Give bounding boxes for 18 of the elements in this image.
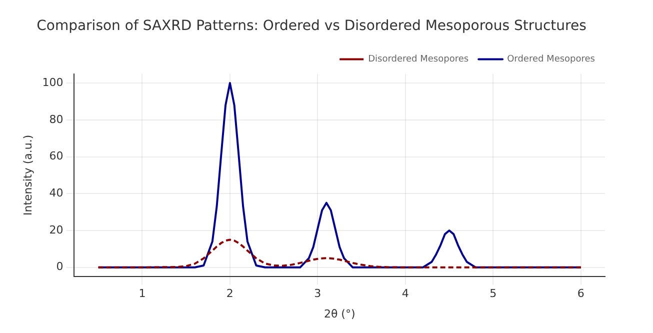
x-axis-title: 2θ (°) <box>324 307 356 320</box>
y-tick-label: 20 <box>49 223 64 236</box>
line-series <box>97 238 582 268</box>
x-tick-label: 4 <box>402 287 409 300</box>
chart-title: Comparison of SAXRD Patterns: Ordered vs Disordered Mesoporous Structures <box>36 18 586 34</box>
y-tick-label: 0 <box>56 260 64 274</box>
y-tick-label: 40 <box>49 186 64 200</box>
legend-label: Disordered Mesopores <box>368 54 469 65</box>
y-tick-label: 80 <box>49 112 64 126</box>
x-tick-label: 5 <box>490 287 497 300</box>
y-tick-label: 100 <box>42 76 64 89</box>
y-tick-label: 60 <box>49 150 64 163</box>
x-tick-label: 6 <box>577 287 584 300</box>
y-axis-title: Intensity (a.u.) <box>21 134 34 216</box>
x-tick-label: 2 <box>226 287 234 300</box>
legend-label: Ordered Mesopores <box>507 54 596 65</box>
x-tick-label: 3 <box>314 287 322 300</box>
x-tick-label: 1 <box>138 287 146 300</box>
